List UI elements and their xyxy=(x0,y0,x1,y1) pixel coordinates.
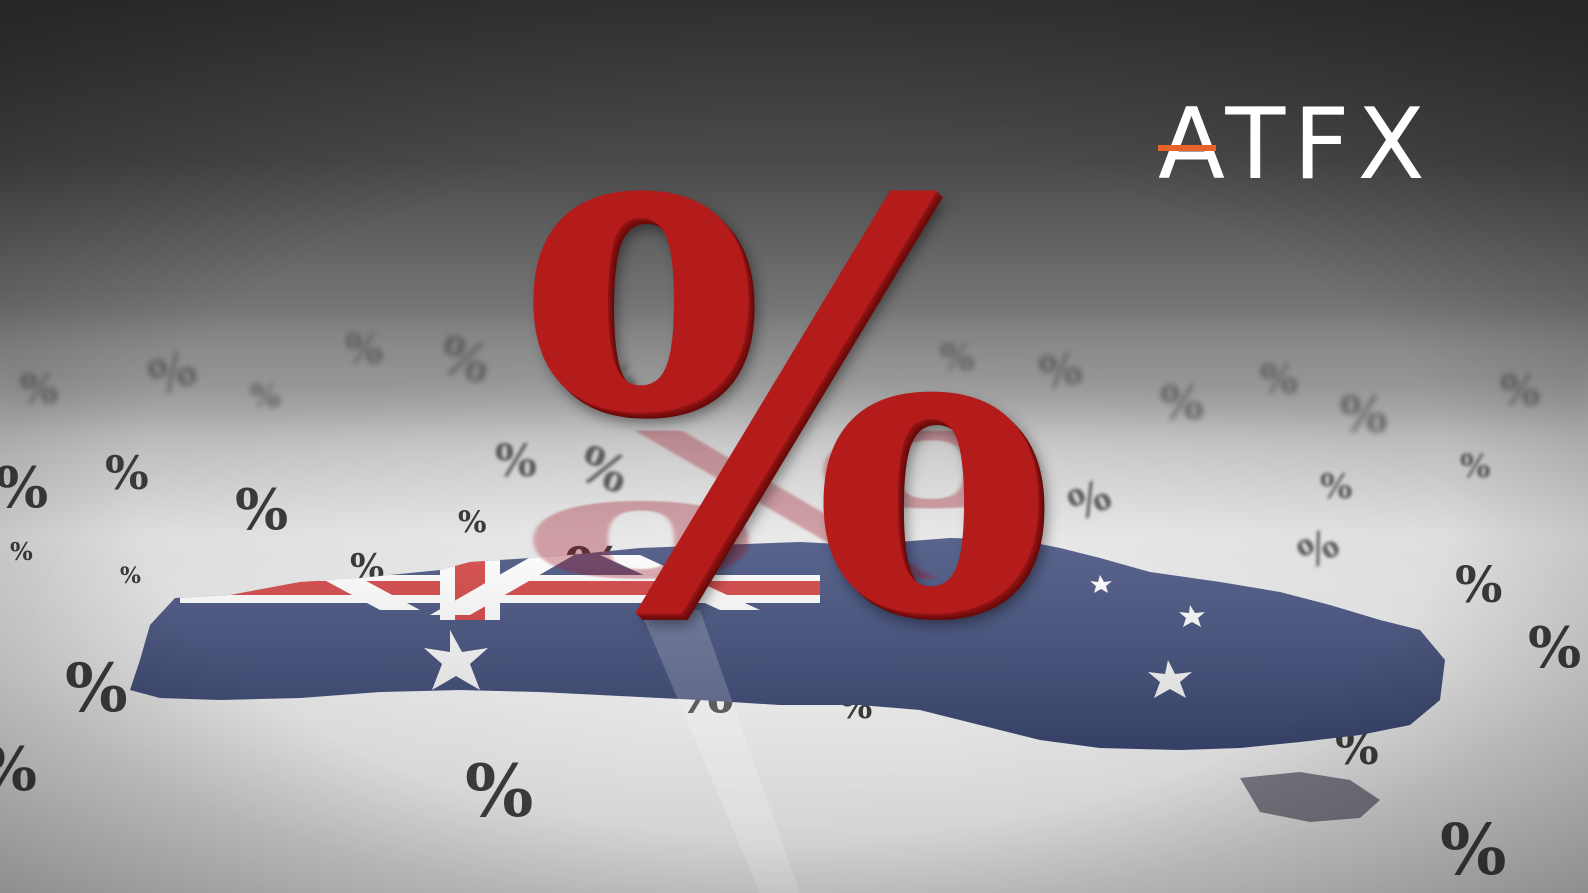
main-percent-symbol: % xyxy=(520,81,1052,739)
tasmania-shape xyxy=(1240,772,1380,822)
background-percent-symbol: % xyxy=(1500,366,1540,415)
atfx-logo: ATFX xyxy=(1158,96,1423,182)
foreground-percent-symbol: % xyxy=(1528,615,1582,681)
atfx-logo-text: ATFX xyxy=(1158,96,1423,182)
foreground-percent-symbol: % xyxy=(1455,555,1503,614)
atfx-logo-accent xyxy=(1158,145,1216,151)
background-percent-symbol: % xyxy=(1340,385,1388,444)
background-percent-symbol: % xyxy=(495,436,537,487)
background-haze xyxy=(0,300,1588,440)
background-percent-symbol: % xyxy=(20,366,59,413)
background-percent-symbol: % xyxy=(250,377,281,415)
foreground-percent-symbol: % xyxy=(465,748,534,833)
foreground-percent-symbol: % xyxy=(10,537,33,566)
background-percent-symbol: % xyxy=(1460,447,1491,485)
foreground-percent-symbol: % xyxy=(458,505,487,540)
background-percent-symbol: % xyxy=(940,337,975,379)
background-percent-symbol: % xyxy=(1160,376,1204,430)
foreground-percent-symbol: % xyxy=(235,477,289,543)
background-percent-symbol: % xyxy=(345,326,384,373)
foreground-percent-symbol: % xyxy=(1440,808,1507,891)
foreground-percent-symbol: % xyxy=(105,446,149,500)
foreground-percent-symbol: % xyxy=(65,649,128,727)
background-percent-symbol: % xyxy=(600,356,637,401)
foreground-percent-symbol: % xyxy=(0,740,37,800)
foreground-percent-symbol: % xyxy=(120,563,141,589)
foreground-percent-symbol: % xyxy=(0,455,49,521)
background-percent-symbol: % xyxy=(1260,356,1299,403)
background-percent-symbol: % xyxy=(1320,467,1353,507)
